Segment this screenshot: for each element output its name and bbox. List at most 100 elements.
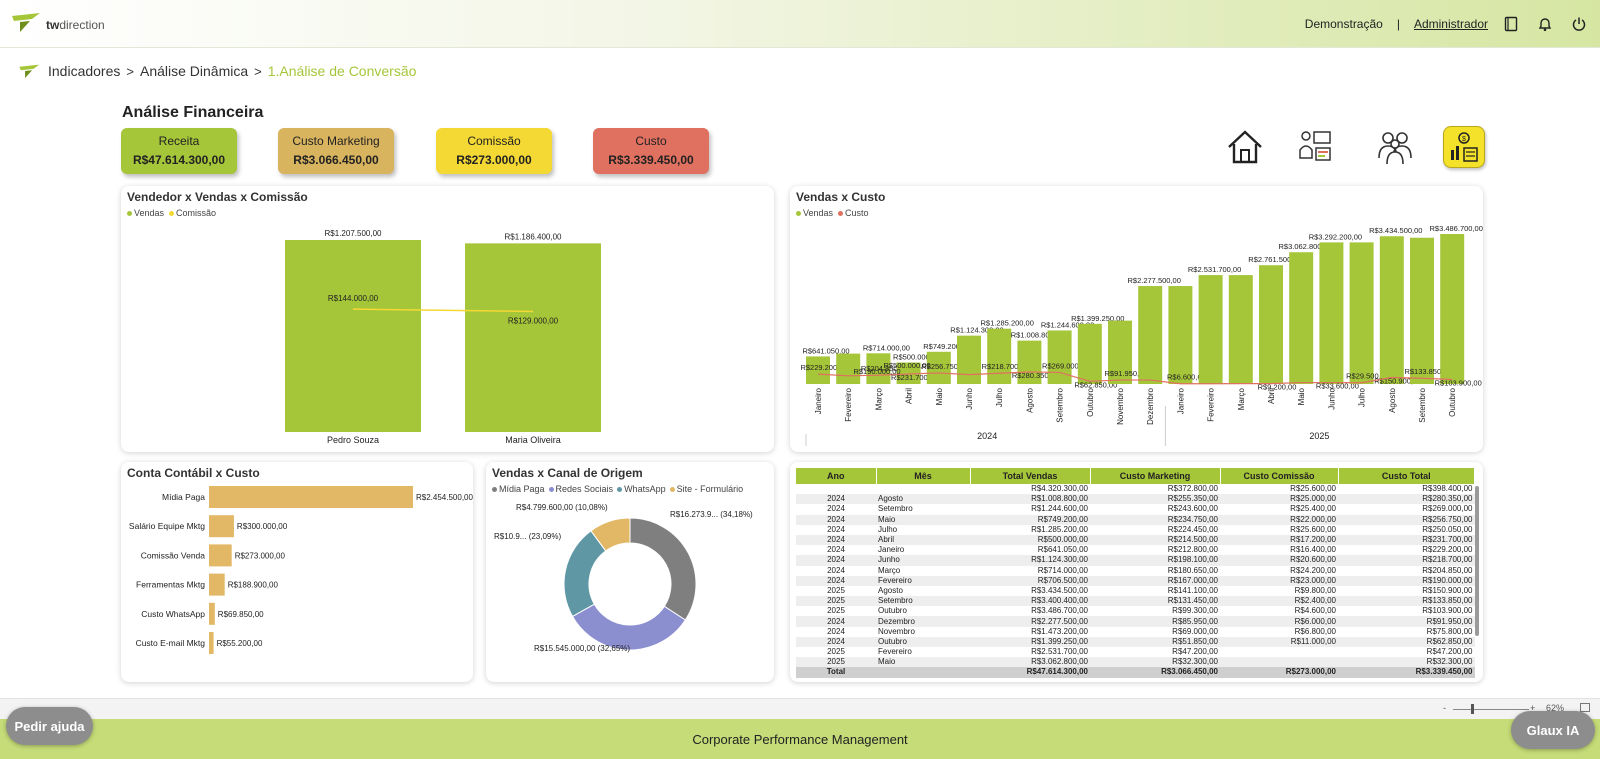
table-row[interactable]: 2024 Junho R$1.124.300,00 R$198.100,00 R$20.… xyxy=(796,555,1475,566)
column-header-custo-comissao[interactable]: Custo Comissão xyxy=(1220,468,1339,484)
bar-vendas[interactable] xyxy=(1259,265,1283,384)
bar-vendas[interactable] xyxy=(1379,236,1404,384)
bar-custo[interactable] xyxy=(209,602,215,625)
bar-custo[interactable] xyxy=(209,486,413,508)
bar-custo[interactable] xyxy=(209,544,232,567)
table-row[interactable]: 2024 Fevereiro R$706.500,00 R$167.000,00 R$2… xyxy=(796,575,1475,586)
table-row[interactable]: R$4.320.300,00 R$372.800,00 R$25.600,00 R$3… xyxy=(796,484,1475,494)
bar-vendas[interactable] xyxy=(465,243,601,432)
bar-vendas[interactable] xyxy=(1228,275,1253,384)
zoom-slider[interactable] xyxy=(1453,709,1529,710)
bar-vendas[interactable] xyxy=(1017,340,1042,384)
analysis-icon[interactable] xyxy=(1294,126,1336,168)
table-row[interactable]: 2024 Agosto R$1.008.800,00 R$255.350,00 R$25… xyxy=(796,494,1475,505)
column-header-custo-total[interactable]: Custo Total xyxy=(1338,468,1475,484)
column-header-custo-marketing[interactable]: Custo Marketing xyxy=(1090,468,1221,484)
bell-icon[interactable] xyxy=(1534,13,1556,35)
bar-custo[interactable] xyxy=(209,573,225,596)
book-icon[interactable] xyxy=(1500,13,1522,35)
donut-slice[interactable] xyxy=(590,517,631,552)
table-cell: 2024 xyxy=(796,555,876,566)
table-row[interactable]: 2025 Outubro R$3.486.700,00 R$99.300,00 R$4.… xyxy=(796,606,1475,616)
bar-vendas[interactable] xyxy=(1198,275,1223,384)
bar-vendas[interactable] xyxy=(896,362,921,384)
user-link[interactable]: Administrador xyxy=(1413,17,1488,31)
bar-vendas[interactable] xyxy=(1410,237,1434,384)
bar-vendas[interactable] xyxy=(1319,242,1344,384)
bar-custo[interactable] xyxy=(209,515,234,538)
donut-slice[interactable] xyxy=(563,530,607,618)
ai-button[interactable]: Glaux IA xyxy=(1511,711,1595,749)
bar-vendas[interactable] xyxy=(836,353,861,384)
vendas-custo-chart-svg[interactable]: R$641.050,00 R$229.200,00 Janeiro Fevereiro… xyxy=(790,186,1483,452)
vendedor-chart-svg[interactable]: R$1.207.500,00 Pedro Souza R$1.186.400,00 M… xyxy=(121,186,774,452)
donut-slice[interactable] xyxy=(629,517,697,621)
conta-chart-svg[interactable]: Mídia Paga R$2.454.500,00 Salário Equipe M… xyxy=(121,462,473,682)
home-icon[interactable] xyxy=(1224,126,1266,168)
legend-item-whatsapp[interactable]: WhatsApp xyxy=(617,484,666,494)
bar-vendas[interactable] xyxy=(1108,320,1132,384)
bar-vendas[interactable] xyxy=(285,240,421,432)
kpi-label: Receita xyxy=(158,134,200,148)
table-cell: R$22.000,00 xyxy=(1220,514,1338,525)
table-row[interactable]: 2024 Maio R$749.200,00 R$234.750,00 R$22.000… xyxy=(796,514,1475,525)
bar-vendas[interactable] xyxy=(1349,242,1374,384)
legend-item-custo[interactable]: Custo xyxy=(838,208,869,218)
power-icon[interactable] xyxy=(1568,13,1590,35)
fit-page-icon[interactable] xyxy=(1580,703,1590,712)
table-row[interactable]: 2025 Agosto R$3.434.500,00 R$141.100,00 R$9.… xyxy=(796,586,1475,596)
zoom-out-button[interactable]: - xyxy=(1443,703,1446,713)
bar-vendas[interactable] xyxy=(866,353,891,384)
table-row[interactable]: 2025 Fevereiro R$2.531.700,00 R$47.200,00 R$… xyxy=(796,647,1475,657)
bar-vendas[interactable] xyxy=(806,356,830,384)
table-row[interactable]: 2024 Setembro R$1.244.600,00 R$243.600,00 R$… xyxy=(796,504,1475,514)
legend-item-vendas[interactable]: Vendas xyxy=(127,208,164,218)
bar-vendas[interactable] xyxy=(1138,286,1163,384)
x-tick-label: Setembro xyxy=(1056,387,1065,422)
zoom-in-button[interactable]: + xyxy=(1530,703,1536,713)
bar-vendas[interactable] xyxy=(1289,252,1314,384)
x-tick-label: Novembro xyxy=(1116,387,1125,424)
zoom-slider-handle[interactable] xyxy=(1471,704,1474,714)
table-cell: Maio xyxy=(876,657,970,668)
table-row[interactable]: 2024 Dezembro R$2.277.500,00 R$85.950,00 R$6… xyxy=(796,616,1475,627)
bar-vendas[interactable] xyxy=(1168,286,1193,384)
table-row[interactable]: 2024 Novembro R$1.473.200,00 R$69.000,00 R$6… xyxy=(796,627,1475,637)
legend-item-site[interactable]: Site - Formulário xyxy=(669,484,743,494)
team-icon[interactable] xyxy=(1374,126,1416,168)
table-cell: Março xyxy=(878,565,901,575)
legend-item-comissao[interactable]: Comissão xyxy=(169,208,216,218)
column-header-total-vendas[interactable]: Total Vendas xyxy=(970,468,1091,484)
bar-vendas[interactable] xyxy=(926,351,951,384)
bar-vendas[interactable] xyxy=(957,335,981,384)
bar-vendas[interactable] xyxy=(987,328,1012,384)
table-row[interactable]: 2024 Outubro R$1.399.250,00 R$51.850,00 R$11… xyxy=(796,636,1475,647)
column-header-mes[interactable]: Mês xyxy=(876,468,971,484)
table-cell: R$1.244.600,00 xyxy=(1031,504,1088,514)
table-scrollbar[interactable] xyxy=(1475,486,1479,636)
table-cell: R$180.650,00 xyxy=(1167,565,1218,575)
table-row[interactable]: 2025 Maio R$3.062.800,00 R$32.300,00 R$32.30… xyxy=(796,657,1475,668)
table-row[interactable]: 2024 Março R$714.000,00 R$180.650,00 R$24.20… xyxy=(796,566,1475,576)
bar-vendas[interactable] xyxy=(1440,234,1465,384)
bar-vendas[interactable] xyxy=(1047,330,1072,384)
table-row[interactable]: 2024 Julho R$1.285.200,00 R$224.450,00 R$25.… xyxy=(796,525,1475,535)
table-row[interactable]: 2025 Setembro R$3.400.400,00 R$131.450,00 R$… xyxy=(796,596,1475,607)
legend-item-vendas[interactable]: Vendas xyxy=(796,208,833,218)
table-cell: R$32.300,00 xyxy=(1090,657,1220,668)
breadcrumb-item-indicadores[interactable]: Indicadores xyxy=(48,63,121,79)
table-row[interactable]: 2024 Abril R$500.000,00 R$214.500,00 R$17.20… xyxy=(796,534,1475,546)
table-cell: R$500.000,00 xyxy=(970,534,1090,546)
legend-item-redes-sociais[interactable]: Redes Sociais xyxy=(548,484,613,494)
bar-custo[interactable] xyxy=(209,632,214,654)
logo[interactable]: twdirection xyxy=(10,10,105,34)
table-row[interactable]: 2024 Janeiro R$641.050,00 R$212.800,00 R$16.… xyxy=(796,545,1475,555)
help-button[interactable]: Pedir ajuda xyxy=(6,707,93,745)
canal-chart-svg[interactable]: R$16.273.9... (34,18%) R$15.545.000,00 (3… xyxy=(486,462,774,682)
legend-item-midia-paga[interactable]: Mídia Paga xyxy=(492,484,545,494)
bar-vendas[interactable] xyxy=(1077,323,1102,384)
column-header-ano[interactable]: Ano xyxy=(796,468,877,484)
finance-icon[interactable]: $ xyxy=(1443,126,1485,168)
table-cell: 2024 xyxy=(796,636,876,647)
breadcrumb-item-analise-dinamica[interactable]: Análise Dinâmica xyxy=(139,63,249,79)
